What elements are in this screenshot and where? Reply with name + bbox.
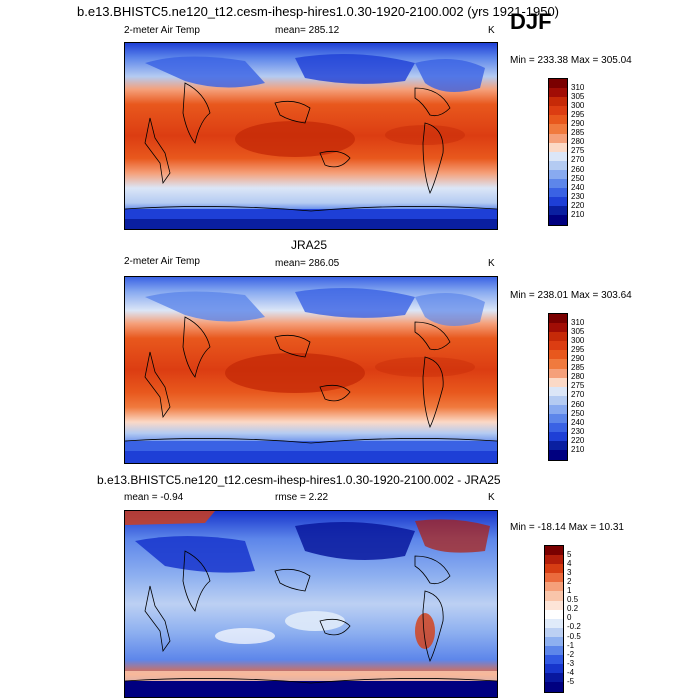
panel3-unit-label: K — [488, 492, 495, 503]
colorbar-tick-label: -1 — [567, 641, 575, 650]
panel2-map — [124, 276, 498, 464]
panel3-map — [124, 510, 498, 698]
panel3-rmse-label: rmse = 2.22 — [275, 492, 329, 503]
colorbar-tick-label: 280 — [571, 137, 585, 146]
colorbar-tick-label: 2 — [567, 577, 572, 586]
colorbar-tick-label: -3 — [567, 659, 575, 668]
colorbar-tick-label: 310 — [571, 318, 585, 327]
colorbar-tick-label: 220 — [571, 201, 585, 210]
panel1-minmax-label: Min = 233.38 Max = 305.04 — [510, 55, 632, 66]
colorbar-tick-label: 280 — [571, 372, 585, 381]
colorbar-tick-label: 270 — [571, 390, 585, 399]
colorbar-tick-label: 260 — [571, 400, 585, 409]
colorbar-tick-label: 0 — [567, 613, 572, 622]
colorbar-tick-label: 285 — [571, 363, 585, 372]
colorbar-tick-label: 0.5 — [567, 595, 579, 604]
colorbar-tick-label: -2 — [567, 650, 575, 659]
colorbar-tick-label: -0.2 — [567, 622, 581, 631]
colorbar-tick-label: 3 — [567, 568, 572, 577]
panel3-minmax-label: Min = -18.14 Max = 10.31 — [510, 522, 624, 533]
colorbar-tick-label: 5 — [567, 550, 572, 559]
colorbar-tick-label: 210 — [571, 210, 585, 219]
colorbar-tick-label: 1 — [567, 586, 572, 595]
panel1-variable-label: 2-meter Air Temp — [124, 25, 200, 36]
colorbar-tick-label: 250 — [571, 174, 585, 183]
colorbar-tick-label: 0.2 — [567, 604, 579, 613]
panel3-title: b.e13.BHISTC5.ne120_t12.cesm-ihesp-hires… — [97, 473, 501, 487]
panel2-title: JRA25 — [291, 238, 328, 252]
colorbar-tick-label: 240 — [571, 183, 585, 192]
colorbar-tick-label: 285 — [571, 128, 585, 137]
colorbar-tick-label: 290 — [571, 119, 585, 128]
colorbar-tick-label: 230 — [571, 192, 585, 201]
colorbar-tick-label: 270 — [571, 155, 585, 164]
colorbar-tick-label: 240 — [571, 418, 585, 427]
colorbar-tick-label: 210 — [571, 445, 585, 454]
colorbar-tick-label: 260 — [571, 165, 585, 174]
panel2-colorbar — [548, 313, 568, 461]
colorbar-tick-label: 295 — [571, 110, 585, 119]
panel2-unit-label: K — [488, 258, 495, 269]
panel1-title: b.e13.BHISTC5.ne120_t12.cesm-ihesp-hires… — [77, 4, 560, 19]
panel1-map — [124, 42, 498, 230]
panel1-colorbar — [548, 78, 568, 226]
panel1-unit-label: K — [488, 25, 495, 36]
season-label: DJF — [510, 9, 552, 34]
panel2-mean-label: mean= 286.05 — [275, 258, 340, 269]
colorbar-tick-label: 4 — [567, 559, 572, 568]
panel1-mean-label: mean= 285.12 — [275, 25, 340, 36]
colorbar-tick-label: -4 — [567, 668, 575, 677]
colorbar-tick-label: 300 — [571, 336, 585, 345]
colorbar-tick-label: -5 — [567, 677, 575, 686]
colorbar-tick-label: -0.5 — [567, 632, 581, 641]
colorbar-tick-label: 310 — [571, 83, 585, 92]
colorbar-tick-label: 275 — [571, 146, 585, 155]
panel2-variable-label: 2-meter Air Temp — [124, 256, 200, 267]
colorbar-tick-label: 305 — [571, 327, 585, 336]
panel3-colorbar — [544, 545, 564, 693]
colorbar-tick-label: 220 — [571, 436, 585, 445]
colorbar-tick-label: 230 — [571, 427, 585, 436]
colorbar-tick-label: 295 — [571, 345, 585, 354]
panel2-minmax-label: Min = 238.01 Max = 303.64 — [510, 290, 632, 301]
colorbar-tick-label: 275 — [571, 381, 585, 390]
colorbar-tick-label: 305 — [571, 92, 585, 101]
panel3-mean-label: mean = -0.94 — [124, 492, 184, 503]
colorbar-tick-label: 290 — [571, 354, 585, 363]
colorbar-tick-label: 300 — [571, 101, 585, 110]
colorbar-tick-label: 250 — [571, 409, 585, 418]
